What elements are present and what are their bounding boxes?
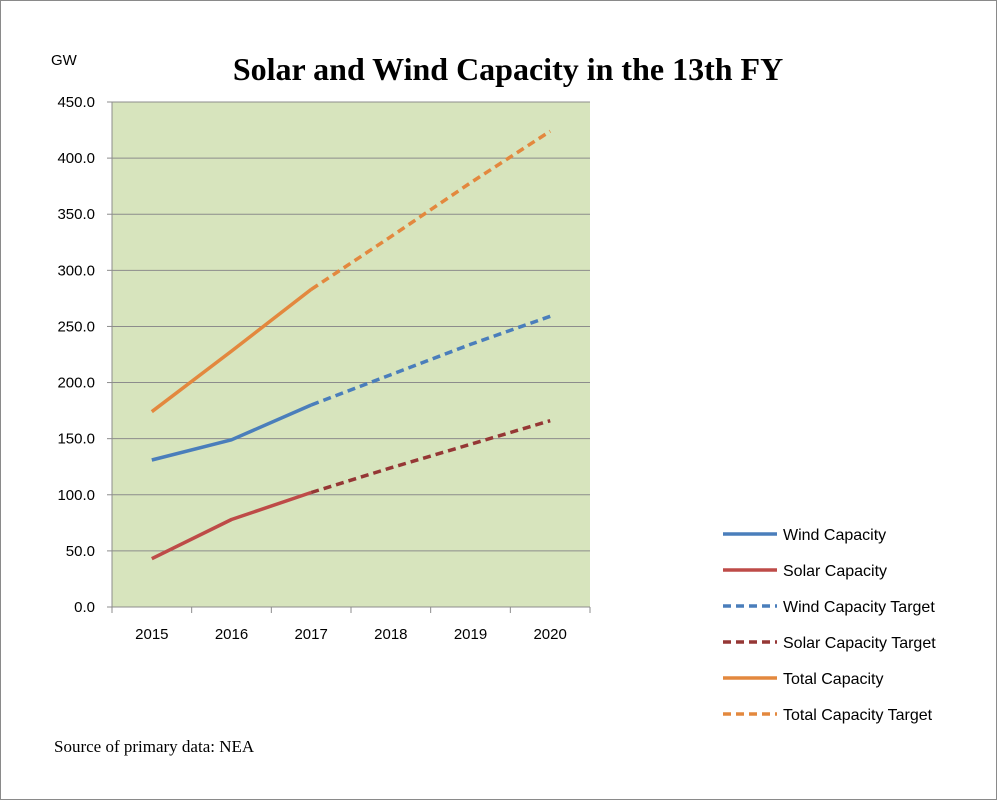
y-tick-label: 350.0 <box>57 206 95 223</box>
series-line-total-capacity-target <box>310 129 552 291</box>
y-tick-label: 50.0 <box>66 543 95 560</box>
legend-item: Solar Capacity <box>723 563 887 580</box>
y-axis-unit-label: GW <box>51 52 78 69</box>
legend-label: Total Capacity Target <box>783 707 933 724</box>
x-tick-label: 2017 <box>294 626 327 643</box>
y-tick-label: 100.0 <box>57 487 95 504</box>
legend-item: Wind Capacity Target <box>723 599 935 616</box>
series-line-solar-capacity <box>151 490 312 561</box>
legend-label: Wind Capacity <box>783 527 886 544</box>
x-tick-label: 2018 <box>374 626 407 643</box>
series-line-wind-capacity-target <box>310 314 551 407</box>
y-tick-label: 150.0 <box>57 431 95 448</box>
x-tick-label: 2015 <box>135 626 168 643</box>
x-tick-label: 2020 <box>533 626 566 643</box>
legend-label: Wind Capacity Target <box>783 599 935 616</box>
y-tick-label: 400.0 <box>57 150 95 167</box>
series-line-total-capacity <box>150 288 313 414</box>
source-note: Source of primary data: NEA <box>54 737 255 756</box>
plot-area <box>112 102 590 607</box>
y-tick-label: 300.0 <box>57 262 95 279</box>
axes: 0.0 50.0 100.0 150.0 200.0 250.0 300.0 350.0 400… <box>57 94 591 643</box>
legend-label: Solar Capacity Target <box>783 635 936 652</box>
y-tick-label: 0.0 <box>74 599 95 616</box>
x-tick-label: 2016 <box>215 626 248 643</box>
y-tick-label: 250.0 <box>57 318 95 335</box>
series-lines <box>150 129 552 561</box>
legend-label: Total Capacity <box>783 671 884 688</box>
y-tick-label: 450.0 <box>57 94 95 111</box>
legend-item: Wind Capacity <box>723 527 886 544</box>
legend-item: Total Capacity <box>723 671 884 688</box>
y-tick-label: 200.0 <box>57 375 95 392</box>
chart-title: Solar and Wind Capacity in the 13th FY <box>233 51 783 87</box>
series-line-wind-capacity <box>151 403 312 462</box>
legend-label: Solar Capacity <box>783 563 887 580</box>
x-tick-label: 2019 <box>454 626 487 643</box>
legend: Wind Capacity Solar Capacity Wind Capacity… <box>723 527 936 724</box>
legend-item: Solar Capacity Target <box>723 635 936 652</box>
series-line-solar-capacity-target <box>310 419 551 495</box>
legend-item: Total Capacity Target <box>723 707 933 724</box>
